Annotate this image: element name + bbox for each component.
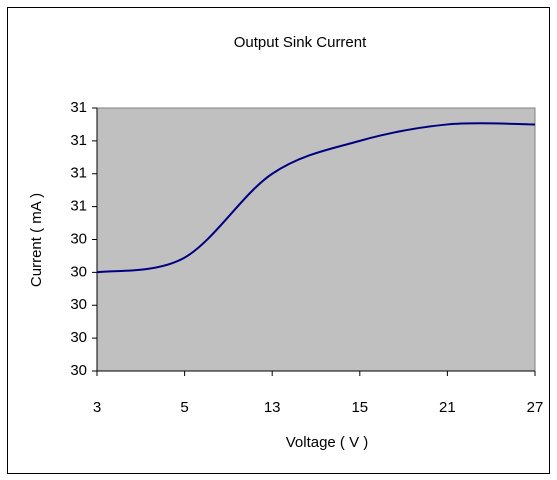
x-tick-label: 21	[439, 399, 456, 416]
data-line	[96, 122, 536, 274]
plot-area	[96, 107, 536, 372]
y-axis-label: Current ( mA )	[28, 193, 45, 287]
x-tick-label: 13	[264, 399, 281, 416]
x-tick-label: 3	[93, 399, 101, 416]
y-tick-label: 30	[70, 362, 87, 379]
x-tick-label: 15	[351, 399, 368, 416]
y-tick-label: 30	[70, 230, 87, 247]
y-tick-label: 31	[70, 198, 87, 215]
x-tick-label: 27	[527, 399, 544, 416]
y-tick-label: 30	[70, 296, 87, 313]
chart-title: Output Sink Current	[234, 34, 367, 51]
y-tick-label: 31	[70, 165, 87, 182]
x-axis-label: Voltage ( V )	[286, 434, 369, 451]
y-tick-label: 31	[70, 99, 87, 116]
y-tick-label: 30	[70, 263, 87, 280]
y-tick-label: 31	[70, 132, 87, 149]
x-tick-label: 5	[180, 399, 188, 416]
y-tick-label: 30	[70, 329, 87, 346]
